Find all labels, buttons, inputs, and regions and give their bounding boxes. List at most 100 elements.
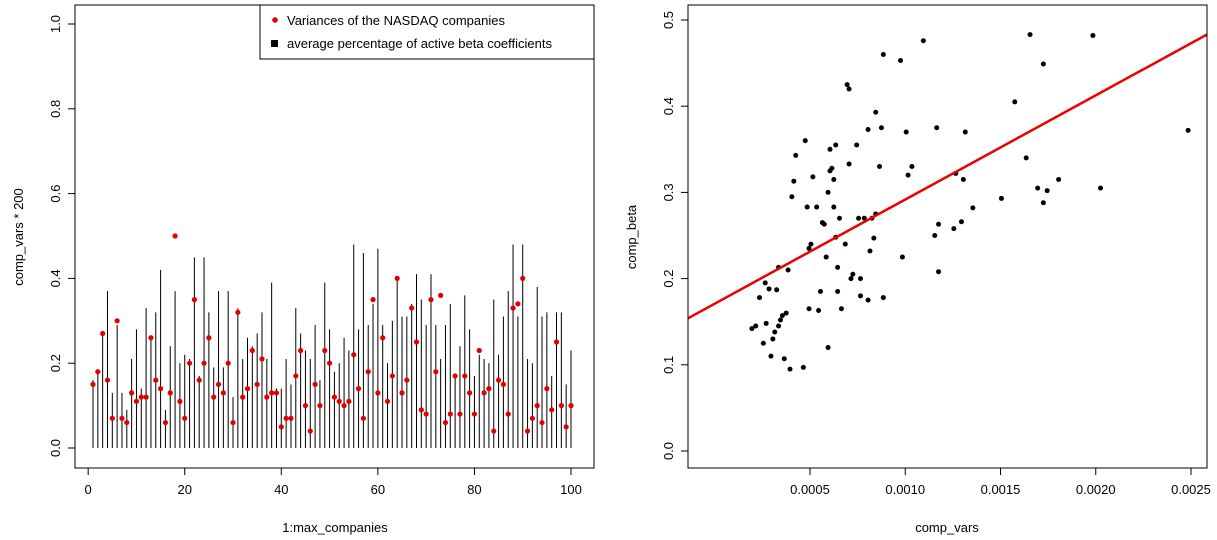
- scatter-point: [814, 204, 820, 210]
- variance-point: [476, 347, 482, 354]
- variance-point: [331, 394, 338, 400]
- regression-line: [687, 33, 1208, 320]
- variance-point: [520, 275, 526, 281]
- scatter-point: [958, 219, 964, 225]
- variance-point: [177, 398, 183, 404]
- variance-point: [322, 347, 328, 354]
- scatter-point: [857, 276, 863, 282]
- scatter-point: [920, 38, 926, 44]
- variance-point: [394, 275, 400, 281]
- variance-point: [428, 297, 434, 303]
- scatter-point: [785, 267, 791, 273]
- variance-point: [283, 415, 289, 421]
- variance-point: [510, 305, 516, 311]
- scatter-point: [1044, 188, 1050, 194]
- right-y-tick-label: 0.4: [661, 97, 676, 115]
- variance-point: [182, 415, 188, 421]
- scatter-point: [831, 204, 837, 210]
- scatter-point: [951, 226, 957, 232]
- scatter-point: [753, 323, 759, 329]
- variance-point: [95, 369, 101, 375]
- variance-point: [235, 309, 241, 315]
- scatter-point: [816, 307, 822, 313]
- variance-point: [225, 360, 231, 366]
- scatter-point: [865, 126, 871, 132]
- variance-point: [524, 428, 531, 434]
- variance-point: [104, 377, 111, 383]
- variance-point: [365, 369, 371, 375]
- variance-point: [549, 407, 555, 413]
- scatter-point: [817, 289, 823, 295]
- variance-point: [288, 415, 294, 421]
- scatter-point: [850, 271, 856, 277]
- left-x-axis-title: 1:max_companies: [282, 520, 388, 535]
- left-y-tick-label: 0.0: [48, 439, 63, 457]
- scatter-point: [865, 297, 871, 303]
- left-y-axis: 0.0 0.2 0.4 0.6 0.8 1.0: [48, 15, 76, 457]
- scatter-point: [962, 129, 968, 135]
- scatter-point: [1056, 176, 1062, 182]
- variance-point: [172, 233, 178, 239]
- scatter-point: [844, 82, 850, 88]
- variance-point: [529, 415, 535, 421]
- scatter-point: [760, 340, 766, 346]
- variance-point: [447, 411, 453, 417]
- variance-point: [409, 305, 415, 311]
- scatter-point: [789, 194, 795, 200]
- right-x-tick-label: 0.0010: [885, 482, 925, 497]
- scatter-point: [802, 138, 808, 144]
- scatter-point: [873, 109, 879, 115]
- scatter-point: [835, 289, 841, 295]
- scatter-point: [905, 172, 911, 178]
- scatter-point: [833, 142, 839, 148]
- variance-point: [389, 373, 395, 379]
- scatter-point: [936, 221, 942, 227]
- left-legend: Variances of the NASDAQ companies averag…: [259, 4, 595, 60]
- left-y-tick-label: 0.4: [48, 269, 63, 287]
- variance-point: [162, 419, 169, 426]
- left-y-tick-label: 0.8: [48, 100, 63, 118]
- left-x-tick-label: 100: [560, 482, 582, 497]
- scatter-point: [776, 323, 782, 329]
- variance-point: [481, 390, 487, 396]
- scatter-point: [806, 245, 812, 251]
- right-x-tick-label: 0.0020: [1076, 482, 1116, 497]
- right-y-axis-title: comp_beta: [624, 204, 639, 269]
- variance-point: [418, 407, 424, 413]
- scatter-point: [877, 164, 883, 170]
- variance-point: [433, 369, 439, 375]
- scatter-point: [777, 317, 783, 323]
- right-x-axis-title: comp_vars: [915, 520, 979, 535]
- scatter-point: [1027, 32, 1033, 38]
- variance-point: [278, 424, 284, 430]
- variance-point: [438, 292, 444, 298]
- scatter-point: [1012, 99, 1018, 105]
- variance-point: [230, 419, 236, 426]
- variance-point: [90, 381, 96, 387]
- variance-point: [201, 360, 207, 366]
- scatter-point: [804, 204, 810, 210]
- variance-point: [495, 377, 502, 383]
- variance-point: [500, 381, 507, 387]
- variance-point: [375, 390, 381, 396]
- right-y-tick-label: 0.1: [661, 356, 676, 374]
- scatter-point: [854, 142, 860, 148]
- right-y-tick-label: 0.0: [661, 442, 676, 460]
- right-chart: 0.0005 0.0010 0.0015 0.0020 0.0025 0.0 0.1 0.2…: [624, 4, 1211, 535]
- variance-point: [307, 428, 313, 434]
- variance-point: [404, 377, 410, 383]
- scatter-point: [829, 165, 835, 171]
- variance-point: [351, 352, 357, 358]
- scatter-point: [1023, 155, 1029, 161]
- variance-point: [452, 373, 458, 379]
- variance-point: [486, 386, 492, 392]
- scatter-point: [1035, 185, 1041, 191]
- variance-point: [399, 390, 405, 396]
- scatter-point: [1185, 127, 1191, 133]
- variance-point: [206, 335, 212, 341]
- variance-point: [129, 390, 135, 396]
- variance-point: [269, 390, 275, 396]
- scatter-point: [867, 248, 873, 254]
- scatter-point: [791, 178, 797, 184]
